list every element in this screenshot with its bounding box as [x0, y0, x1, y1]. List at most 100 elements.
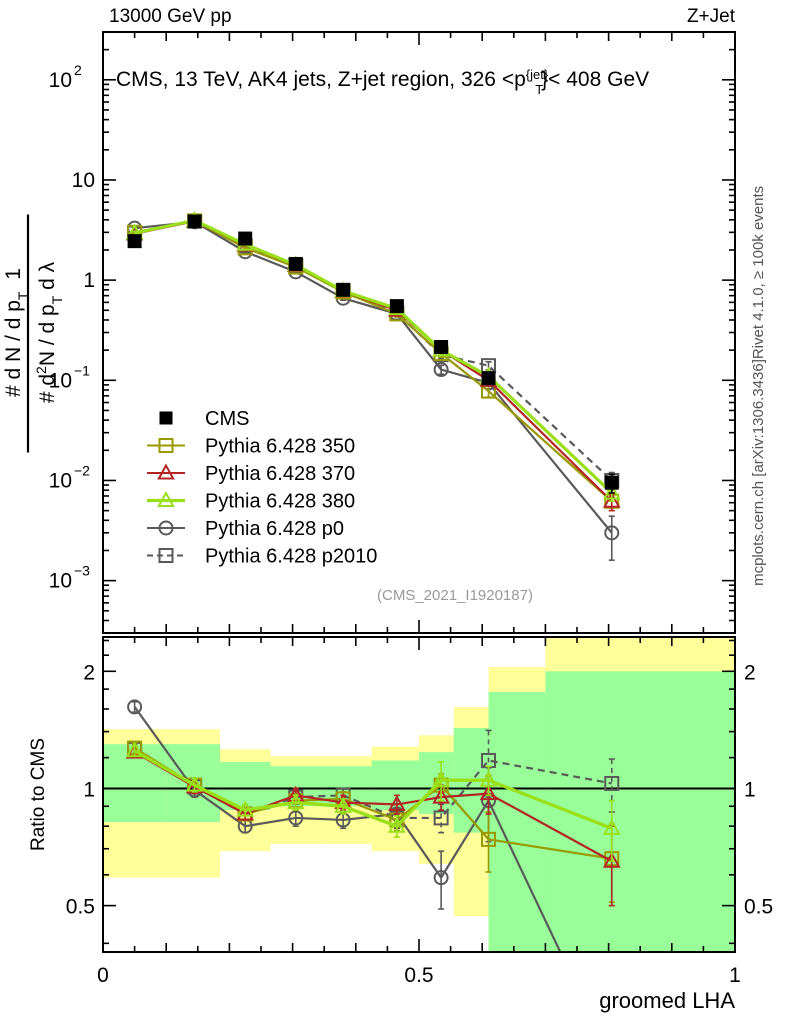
main-plot-title: CMS, 13 TeV, AK4 jets, Z+jet region, 326…	[116, 67, 649, 97]
series-line	[134, 220, 613, 534]
legend-item[interactable]: CMS	[159, 408, 250, 430]
legend-item[interactable]: Pythia 6.428 p2010	[147, 546, 377, 568]
side-text-rivet: Rivet 4.1.0, ≥ 100k events	[750, 186, 767, 359]
legend: CMS Pythia 6.428 350 Pythia 6.428 370 Pythi…	[147, 408, 377, 568]
ratio-data-marker	[481, 831, 497, 847]
ylabel-denominator: # d2N / d pT d λ	[33, 261, 65, 403]
ratio-clipped-group	[125, 699, 621, 951]
data-marker	[336, 282, 351, 297]
data-marker	[602, 483, 621, 500]
main-ytick-label: 10	[49, 570, 72, 593]
ratio-data-marker	[286, 793, 305, 810]
series-line	[134, 219, 613, 503]
ratio-data-marker	[236, 800, 255, 817]
legend-marker-circle	[158, 520, 174, 536]
ratio-ytick-label-right: 2	[744, 661, 756, 684]
data-marker	[433, 362, 449, 378]
ratio-data-marker	[479, 784, 498, 801]
ratio-uncertainty-bands	[103, 637, 735, 952]
main-ytick-exponent: −1	[74, 362, 90, 378]
ratio-series-pythia-6-428-380	[125, 741, 621, 863]
series-pythia-6-428-370	[125, 211, 621, 512]
main-ytick-label: 10	[72, 169, 95, 192]
data-marker	[481, 371, 496, 386]
series-line	[134, 219, 613, 482]
legend-label: Pythia 6.428 p0	[205, 518, 344, 540]
ratio-data-marker	[604, 775, 620, 791]
ratio-data-marker	[433, 810, 449, 826]
legend-label: Pythia 6.428 350	[205, 436, 355, 458]
ratio-data-marker	[602, 851, 621, 868]
ratio-data-marker	[288, 810, 304, 826]
main-ytick-label: 10	[49, 469, 72, 492]
analysis-watermark: (CMS_2021_I1920187)	[377, 587, 533, 604]
ratio-ytick-label-right: 0.5	[744, 896, 773, 919]
ratio-data-marker	[236, 804, 255, 821]
ratio-data-marker	[388, 816, 406, 833]
ratio-data-marker	[432, 787, 450, 804]
ratio-data-marker	[479, 770, 498, 787]
series-pythia-6-428-p0	[127, 214, 620, 561]
series-pythia-6-428-380	[125, 210, 621, 503]
data-marker	[288, 256, 303, 271]
data-marker	[434, 339, 449, 354]
ratio-ytick-label-left: 1	[83, 778, 95, 801]
side-text-mcplots: mcplots.cern.ch [arXiv:1306.3436]	[750, 359, 767, 586]
legend-item[interactable]: Pythia 6.428 380	[147, 491, 355, 513]
series-line	[134, 219, 613, 503]
legend-marker-square	[158, 548, 174, 563]
legend-item[interactable]: Pythia 6.428 350	[147, 436, 355, 458]
legend-marker-square	[158, 438, 174, 453]
series-pythia-6-428-350	[127, 213, 620, 512]
main-ytick-label: 10	[49, 69, 72, 92]
data-marker	[389, 299, 404, 314]
data-marker	[127, 234, 142, 249]
legend-item[interactable]: Pythia 6.428 370	[147, 463, 355, 485]
legend-label: Pythia 6.428 370	[205, 463, 355, 485]
legend-label: CMS	[205, 408, 249, 430]
xaxis-label: groomed LHA	[599, 988, 735, 1013]
main-ylabel-group: # d N / d pT 1# d2N / d pT d λ	[2, 214, 65, 453]
ratio-ylabel: Ratio to CMS	[28, 738, 49, 851]
legend-marker-triangle	[157, 463, 175, 480]
xtick-label: 0.5	[404, 964, 433, 987]
header-right-text: Z+Jet	[687, 6, 736, 27]
header-left-text: 13000 GeV pp	[109, 6, 232, 27]
ratio-ytick-label-left: 2	[83, 661, 95, 684]
ratio-data-marker	[602, 818, 621, 835]
ratio-data-marker	[388, 794, 406, 811]
data-marker	[238, 231, 253, 246]
legend-label: Pythia 6.428 380	[205, 491, 355, 513]
legend-marker-fsquare	[159, 411, 173, 425]
ylabel-numerator: # d N / d pT 1	[2, 268, 31, 397]
legend-item[interactable]: Pythia 6.428 p0	[147, 518, 344, 540]
main-series-group	[125, 210, 621, 561]
main-ytick-label: 10	[49, 369, 72, 392]
main-ytick-exponent: −2	[74, 462, 90, 478]
series-pythia-6-428-p2010	[127, 213, 620, 491]
data-marker	[604, 525, 620, 541]
ratio-data-marker	[433, 870, 449, 886]
band-inner-segment	[545, 671, 735, 952]
ratio-data-marker	[127, 699, 143, 715]
xtick-label: 0	[97, 964, 109, 987]
ratio-ytick-label-right: 1	[744, 778, 756, 801]
main-ytick-label: 1	[83, 269, 95, 292]
main-ytick-exponent: −3	[74, 563, 90, 579]
data-marker	[602, 491, 621, 508]
data-marker	[187, 214, 202, 229]
ratio-series-group	[125, 699, 621, 951]
ratio-ytick-label-left: 0.5	[66, 896, 95, 919]
ratio-data-marker	[185, 775, 204, 792]
ratio-data-marker	[334, 796, 353, 813]
axis-ticks	[102, 31, 736, 952]
band-inner-segment	[488, 691, 546, 952]
main-ytick-exponent: 2	[74, 62, 82, 78]
xtick-label: 1	[729, 964, 741, 987]
legend-label: Pythia 6.428 p2010	[205, 546, 377, 568]
legend-marker-triangle	[157, 490, 175, 508]
ratio-data-marker	[432, 770, 450, 787]
main-plot-title-text: CMS, 13 TeV, AK4 jets, Z+jet region, 326…	[116, 67, 649, 97]
